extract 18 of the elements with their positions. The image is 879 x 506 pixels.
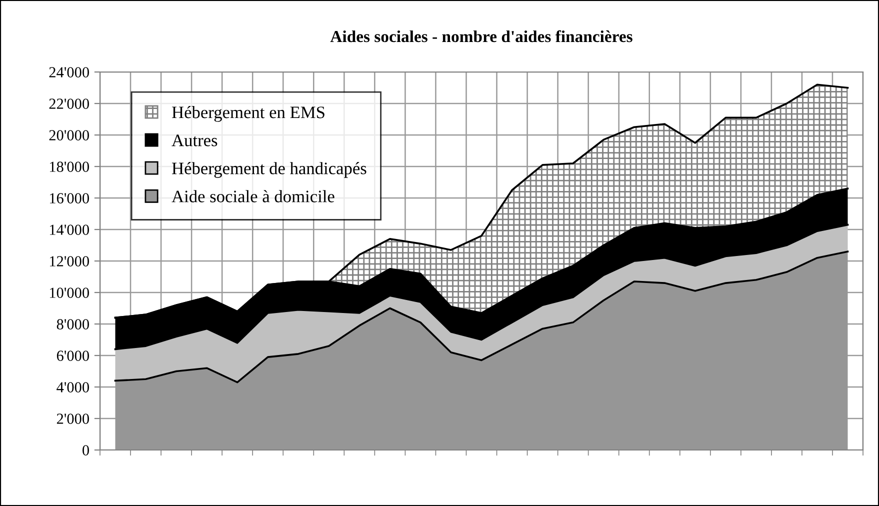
y-tick-label: 4'000: [56, 382, 89, 392]
legend-label: Hébergement en EMS: [172, 106, 324, 122]
chart-title: Aides sociales - nombre d'aides financières: [330, 30, 632, 42]
legend-label: Aide sociale à domicile: [172, 190, 334, 202]
y-tick-label: 0: [82, 445, 89, 456]
legend-label: Hébergement de handicapés: [172, 162, 366, 178]
y-tick-label: 14'000: [50, 224, 89, 235]
y-tick-label: 10'000: [50, 288, 89, 298]
y-tick-label: 22'000: [49, 98, 89, 109]
y-tick-label: 12'000: [50, 256, 89, 266]
y-tick-label: 6'000: [56, 350, 89, 361]
legend-label: Autres: [172, 134, 218, 146]
y-tick-label: 2'000: [56, 414, 89, 424]
y-tick-label: 8'000: [56, 319, 89, 330]
y-tick-label: 18'000: [50, 162, 89, 172]
y-tick-label: 16'000: [50, 193, 89, 204]
y-tick-label: 24'000: [49, 67, 89, 78]
y-tick-label: 20'000: [49, 130, 89, 140]
